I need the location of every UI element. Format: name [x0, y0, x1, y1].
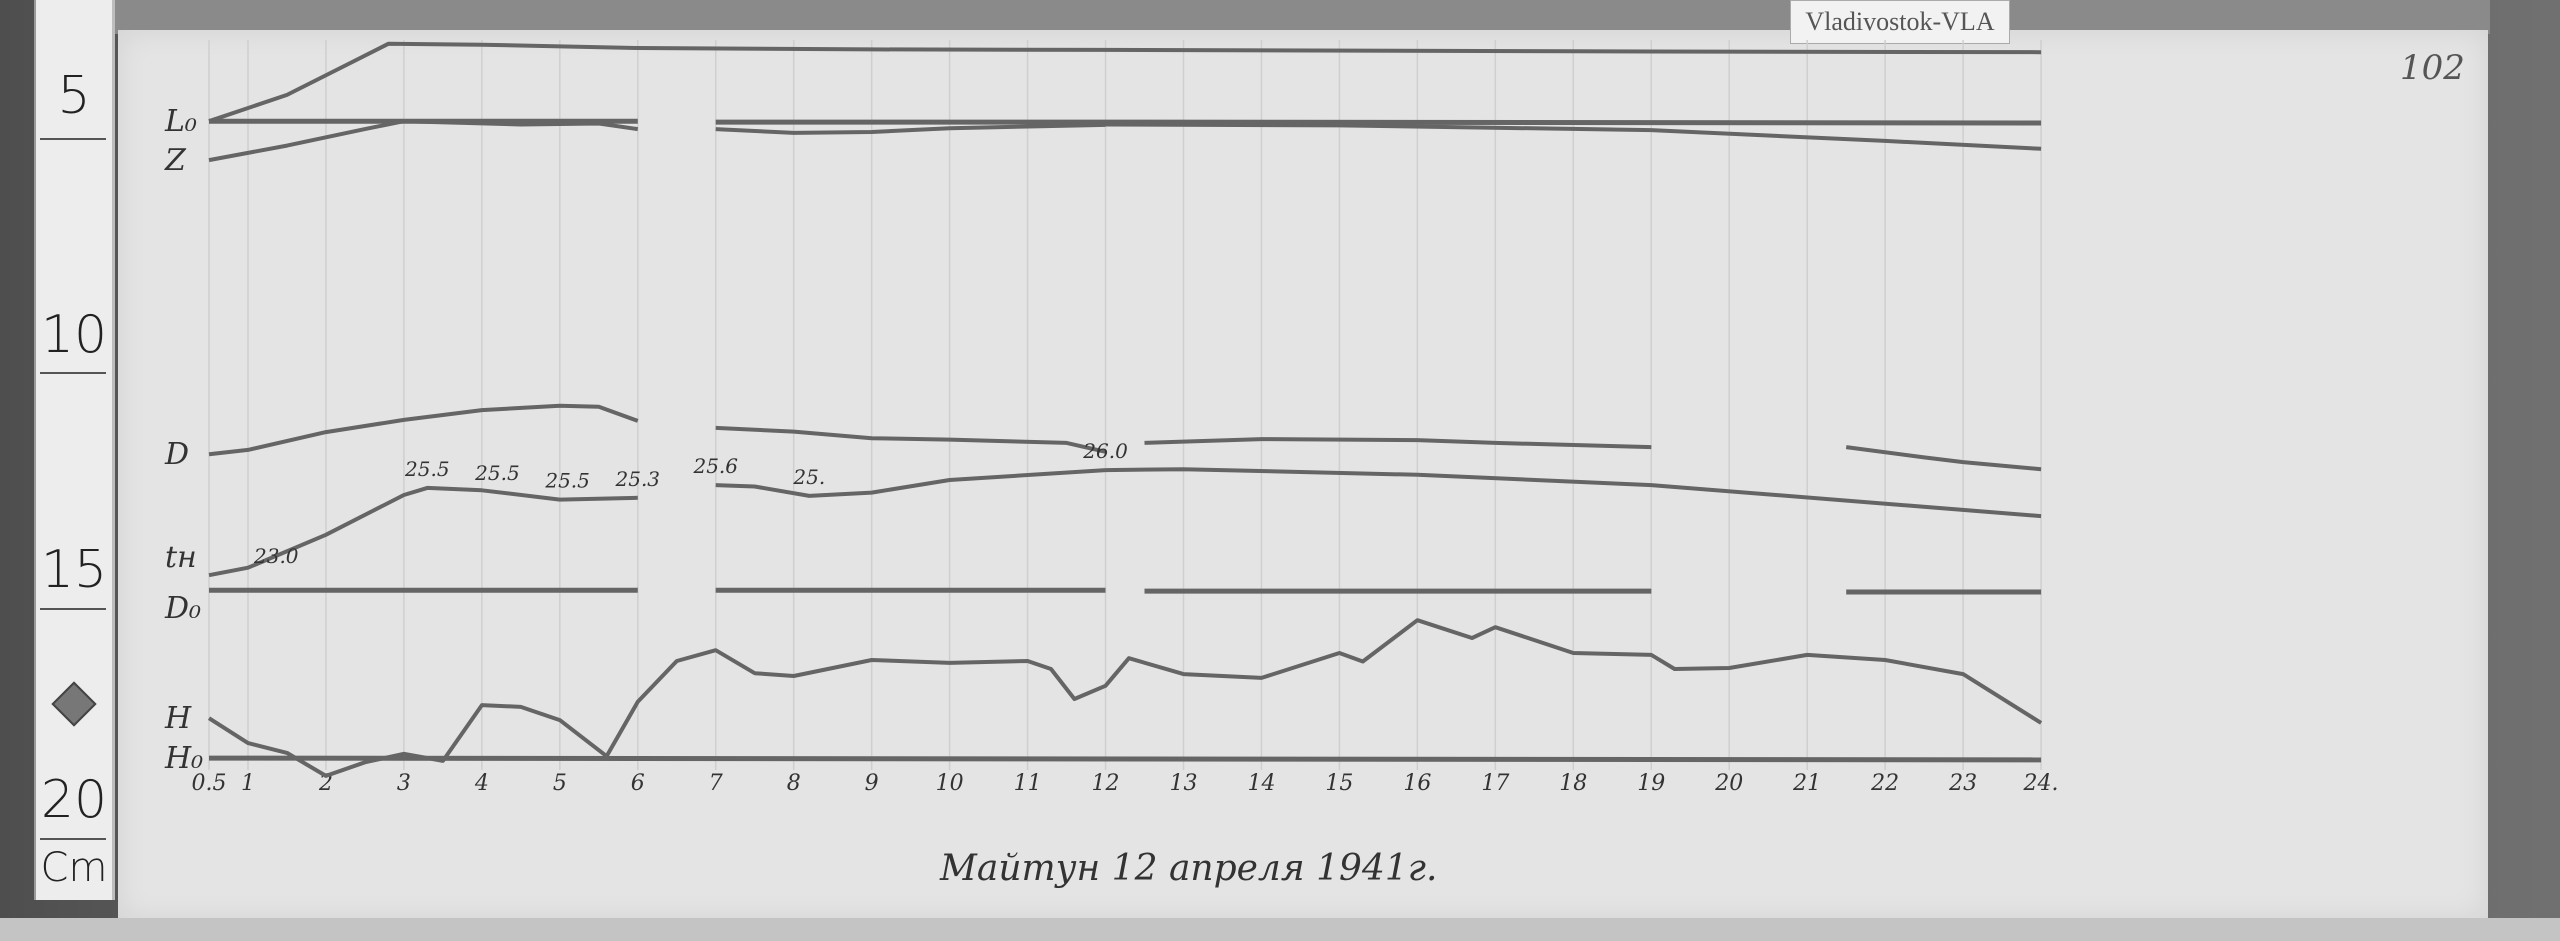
series-label: Z [164, 143, 187, 178]
x-tick-label: 15 [1325, 771, 1353, 796]
trace-Z [208, 119, 639, 163]
trace-H [207, 618, 2043, 778]
ruler-divider [40, 372, 106, 374]
temperature-annotation: 25.5 [474, 461, 520, 485]
series-label: D₀ [164, 591, 201, 626]
series-label: H [164, 701, 192, 736]
series-label: H₀ [164, 741, 203, 776]
trace-tн [1105, 467, 2042, 519]
ruler-mark-10: 10 [40, 305, 108, 365]
ruler-divider [40, 838, 106, 840]
x-tick-label: 10 [936, 771, 964, 796]
trace-tн [715, 468, 1106, 498]
x-tick-label: 21 [1792, 771, 1821, 796]
top-edge-strip [110, 0, 2490, 34]
x-tick-label: 8 [787, 771, 801, 796]
x-tick-label: 13 [1170, 771, 1198, 796]
temperature-annotation: 25.6 [692, 454, 738, 478]
x-tick-label: 24. [2023, 771, 2059, 796]
trace-tн [208, 485, 638, 578]
trace-D [715, 425, 1106, 454]
x-tick-label: 9 [865, 771, 879, 796]
ruler-unit: Cm [40, 845, 108, 891]
x-tick-label: 11 [1014, 771, 1042, 796]
ruler-mark-15: 15 [40, 540, 108, 600]
x-tick-label: 16 [1403, 771, 1431, 796]
series-label: tн [165, 540, 197, 575]
trace-H₀ [208, 755, 2042, 763]
ruler-mark-20: 20 [40, 770, 108, 830]
trace-L₀ [1105, 119, 2042, 126]
station-label: Vladivostok-VLA [1790, 0, 2010, 44]
x-tick-label: 18 [1559, 771, 1587, 796]
magnetogram-paper [118, 30, 2488, 920]
chart-caption: Майтун 12 апреля 1941г. [940, 848, 1438, 889]
x-tick-label: 22 [1870, 771, 1899, 796]
temperature-annotation: 26.0 [1082, 439, 1128, 463]
temperature-annotation: 25. [792, 465, 825, 489]
temperature-annotation: 25.5 [404, 457, 450, 481]
x-tick-label: 12 [1092, 771, 1120, 796]
temperature-annotation: 25.3 [615, 467, 661, 491]
x-tick-label: 6 [631, 771, 645, 796]
ruler-divider [40, 138, 106, 140]
x-tick-label: 1 [241, 771, 255, 796]
temperature-annotation: 25.5 [544, 468, 590, 492]
page-number: 102 [2400, 48, 2465, 88]
trace-D [208, 403, 639, 457]
x-tick-label: 17 [1481, 771, 1509, 796]
cm-ruler: 5 10 15 20 Cm [34, 0, 115, 900]
x-tick-label: 0.5 [192, 771, 227, 796]
trace-D [1845, 445, 2042, 472]
x-tick-label: 23 [1948, 771, 1977, 796]
x-tick-label: 5 [553, 771, 567, 796]
temperature-annotation: 23.0 [253, 544, 299, 568]
x-tick-label: 19 [1637, 771, 1665, 796]
ruler-mark-5: 5 [57, 66, 91, 126]
x-tick-label: 2 [318, 771, 333, 796]
ruler-divider [40, 608, 106, 610]
x-tick-label: 3 [397, 771, 411, 796]
x-tick-label: 4 [474, 771, 489, 796]
trace-Z [1105, 122, 2042, 151]
trace-upper [208, 41, 2042, 124]
x-tick-label: 7 [709, 771, 723, 796]
series-label: L₀ [164, 104, 197, 139]
bottom-edge-strip [0, 918, 2560, 941]
series-label: D [164, 437, 189, 472]
x-tick-label: 20 [1714, 771, 1743, 796]
x-tick-label: 14 [1247, 771, 1275, 796]
trace-Z [715, 122, 1106, 135]
trace-D [1144, 437, 1652, 450]
